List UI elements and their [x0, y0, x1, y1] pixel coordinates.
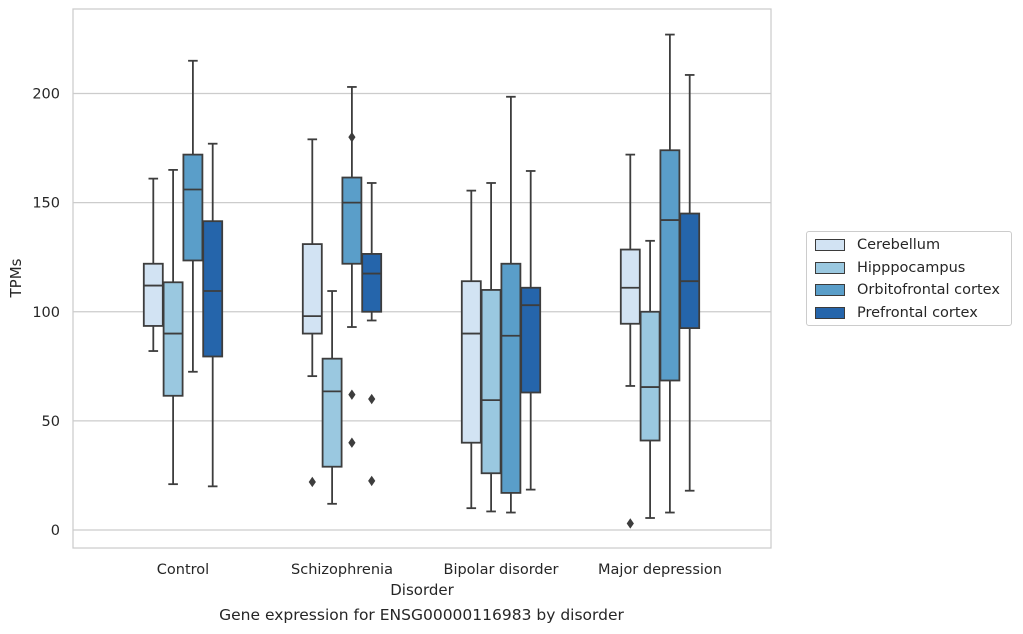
legend-item: Cerebellum	[815, 235, 940, 255]
box-hipppocampus	[480, 182, 502, 513]
y-tick-label: 100	[32, 305, 60, 321]
boxes-layer	[142, 33, 701, 529]
legend-swatch	[815, 284, 845, 296]
box-iqr	[639, 310, 661, 442]
box-iqr	[321, 357, 343, 468]
box-iqr	[619, 248, 641, 325]
y-tick-label: 0	[51, 523, 60, 539]
box-hipppocampus	[321, 290, 343, 505]
legend-swatch	[815, 239, 845, 251]
box-orbitofrontal-cortex	[182, 59, 204, 373]
outlier-point	[308, 476, 316, 488]
outlier-point	[348, 389, 356, 400]
box-iqr	[520, 286, 542, 394]
x-tick-label: Bipolar disorder	[444, 562, 559, 578]
box-iqr	[202, 220, 224, 358]
legend-item: Orbitofrontal cortex	[815, 280, 1000, 300]
box-hipppocampus	[639, 239, 661, 519]
legend-swatch	[815, 306, 845, 319]
y-tick-label: 50	[42, 414, 60, 430]
outlier-point	[348, 437, 356, 448]
legend-label: Orbitofrontal cortex	[857, 282, 1000, 298]
box-iqr	[659, 149, 681, 382]
box-cerebellum	[142, 177, 164, 352]
box-orbitofrontal-cortex	[341, 86, 363, 448]
box-iqr	[480, 289, 502, 475]
x-axis-label: Disorder	[390, 581, 454, 599]
box-prefrontal-cortex	[679, 74, 701, 492]
y-tick-label: 150	[32, 196, 60, 212]
box-prefrontal-cortex	[361, 182, 383, 487]
box-iqr	[460, 280, 482, 444]
box-iqr	[301, 243, 323, 335]
legend-label: Hipppocampus	[857, 259, 966, 276]
box-orbitofrontal-cortex	[659, 33, 681, 514]
outlier-point	[626, 518, 634, 529]
legend-label: Prefrontal cortex	[857, 304, 978, 321]
outlier-point	[348, 131, 356, 143]
x-tick-label: Major depression	[598, 562, 722, 578]
y-axis-label: TPMs	[7, 258, 25, 298]
legend: Cerebellum Hipppocampus Orbitofrontal cort…	[806, 231, 1012, 326]
y-tick-label: 200	[32, 87, 60, 103]
box-iqr	[361, 253, 383, 313]
plot-frame	[72, 8, 772, 549]
legend-swatch	[815, 261, 845, 274]
box-cerebellum	[301, 138, 323, 488]
x-tick-label: Schizophrenia	[291, 562, 393, 578]
box-orbitofrontal-cortex	[500, 95, 522, 514]
legend-label: Cerebellum	[857, 237, 941, 253]
y-axis-ticks: 0 50 100 150 200	[32, 87, 60, 540]
outlier-point	[368, 475, 376, 487]
x-axis-ticks: Control Schizophrenia Bipolar disorder Majo…	[157, 562, 722, 578]
box-iqr	[679, 212, 701, 330]
box-hipppocampus	[162, 168, 184, 486]
outlier-point	[368, 393, 376, 405]
box-iqr	[341, 176, 363, 265]
box-prefrontal-cortex	[202, 142, 224, 488]
x-tick-label: Control	[157, 562, 209, 578]
box-iqr	[142, 262, 164, 327]
box-cerebellum	[619, 153, 641, 529]
box-prefrontal-cortex	[520, 170, 542, 491]
box-iqr	[500, 262, 522, 494]
box-iqr	[182, 153, 204, 262]
legend-item: Prefrontal cortex	[815, 303, 978, 323]
box-iqr	[162, 281, 184, 397]
legend-item: Hipppocampus	[815, 258, 965, 278]
chart-caption: Gene expression for ENSG00000116983 by d…	[219, 606, 624, 624]
box-cerebellum	[460, 189, 482, 510]
